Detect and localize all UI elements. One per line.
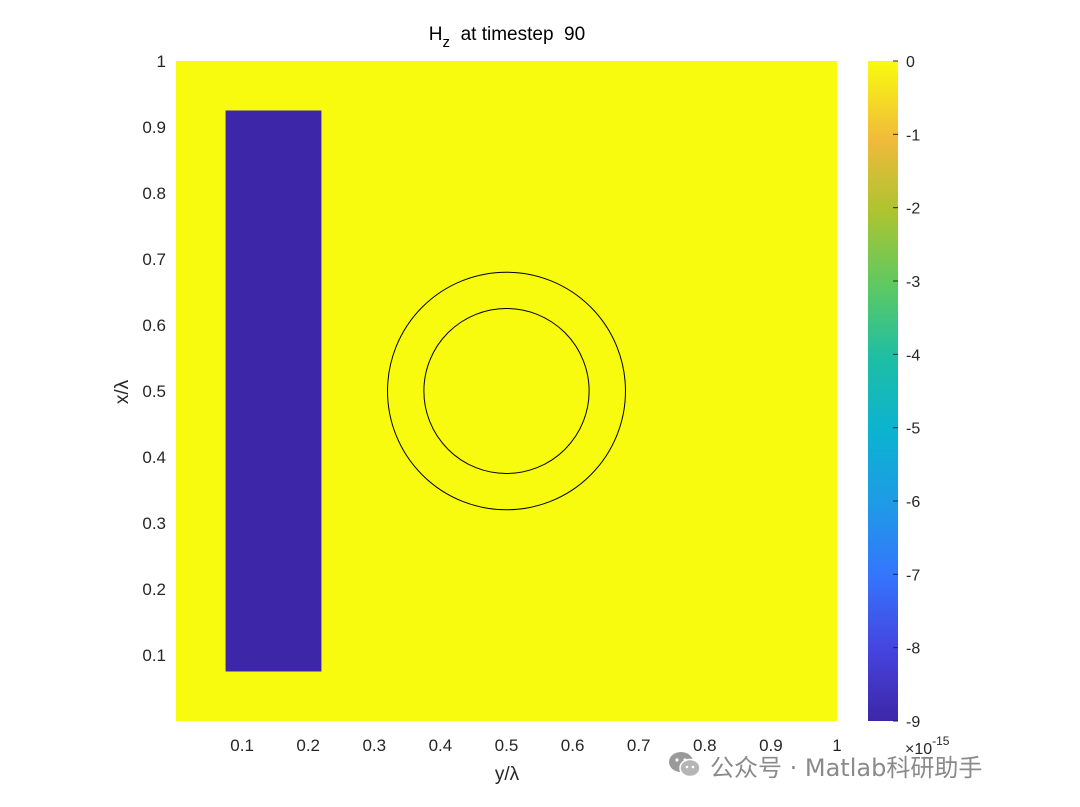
y-tick-label: 0.1 xyxy=(142,646,166,665)
x-tick-label: 0.7 xyxy=(627,736,651,755)
x-axis-ticks: 0.1 0.2 0.3 0.4 0.5 0.6 0.7 0.8 0.9 1 xyxy=(230,736,841,755)
title-subscript: z xyxy=(443,34,451,51)
title-main: H xyxy=(429,24,443,45)
scatterer-circles xyxy=(387,271,626,511)
colorbar-multiplier: ×10-15 xyxy=(905,734,950,758)
watermark: 公众号 · Matlab科研助手 xyxy=(668,745,982,785)
y-tick-label: 0.8 xyxy=(142,184,166,203)
y-tick-label: 0.2 xyxy=(142,580,166,599)
colorbar-tick-label: -3 xyxy=(906,274,920,291)
title-rest: at timestep 90 xyxy=(450,24,585,45)
colorbar-tick-label: -8 xyxy=(906,641,920,658)
x-tick-label: 0.6 xyxy=(561,736,585,755)
source-region xyxy=(225,110,322,672)
y-axis-label: x/λ xyxy=(112,379,133,404)
colorbar-tick-label: -4 xyxy=(906,347,920,364)
colorbar-tick-label: -1 xyxy=(906,127,920,144)
x-tick-label: 0.1 xyxy=(230,736,254,755)
x-tick-label: 0.5 xyxy=(495,736,519,755)
y-tick-label: 0.9 xyxy=(142,118,166,137)
colorbar-tick-label: 0 xyxy=(906,54,915,71)
x-tick-label: 0.8 xyxy=(693,736,717,755)
scatterer-circle-0 xyxy=(387,271,626,511)
y-tick-label: 0.3 xyxy=(142,514,166,533)
x-axis-label: y/λ xyxy=(495,764,520,785)
x-tick-label: 0.9 xyxy=(759,736,783,755)
colorbar-multiplier-exp: -15 xyxy=(932,734,950,748)
wechat-icon xyxy=(669,752,701,778)
colorbar-tick-label: -5 xyxy=(906,421,920,438)
x-tick-label: 1 xyxy=(832,736,841,755)
watermark-text: 公众号 · Matlab科研助手 xyxy=(710,753,983,782)
scatterer-circle-1 xyxy=(423,308,590,474)
colorbar: 0 -1 -2 -3 -4 -5 -6 -7 -8 -9 ×10-15 xyxy=(868,54,950,758)
y-tick-label: 0.4 xyxy=(142,448,166,467)
colorbar-tick-label: -2 xyxy=(906,201,920,218)
colorbar-tick-label: -7 xyxy=(906,567,920,584)
x-tick-label: 0.3 xyxy=(362,736,386,755)
y-tick-label: 0.5 xyxy=(142,382,166,401)
y-axis-ticks: 0.1 0.2 0.3 0.4 0.5 0.6 0.7 0.8 0.9 1 xyxy=(142,52,166,665)
colorbar-ticks: 0 -1 -2 -3 -4 -5 -6 -7 -8 -9 xyxy=(893,54,920,731)
colorbar-tick-label: -6 xyxy=(906,494,920,511)
x-tick-label: 0.2 xyxy=(296,736,320,755)
colorbar-tick-label: -9 xyxy=(906,714,920,731)
chart-title: Hz at timestep 90 xyxy=(429,24,585,51)
y-tick-label: 0.6 xyxy=(142,316,166,335)
colorbar-multiplier-base: ×10 xyxy=(905,741,932,758)
y-tick-label: 1 xyxy=(157,52,166,71)
plot-area xyxy=(176,61,837,721)
x-tick-label: 0.4 xyxy=(429,736,453,755)
y-tick-label: 0.7 xyxy=(142,250,166,269)
colorbar-gradient xyxy=(868,61,898,721)
